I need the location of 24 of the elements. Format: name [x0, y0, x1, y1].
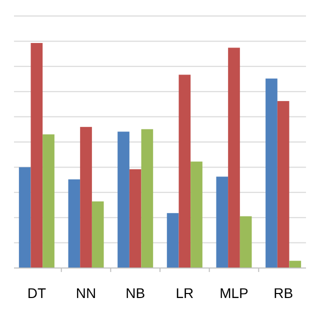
- bar: [228, 48, 240, 268]
- x-tick-label: NB: [126, 285, 146, 301]
- bar: [92, 201, 104, 268]
- bar: [42, 134, 54, 268]
- bar: [129, 169, 142, 268]
- bar: [80, 126, 92, 268]
- bar: [166, 213, 179, 268]
- bar: [68, 179, 80, 268]
- bar: [240, 216, 252, 268]
- bar: [190, 162, 202, 268]
- bar: [141, 129, 154, 268]
- bar: [216, 176, 228, 268]
- bar: [118, 132, 130, 268]
- bar: [266, 78, 278, 268]
- x-tick-label: RB: [274, 285, 294, 301]
- bar: [18, 167, 31, 268]
- x-tick-label: NN: [76, 285, 96, 301]
- x-tick-label: LR: [176, 285, 194, 301]
- bar: [277, 101, 290, 268]
- bar: [289, 260, 302, 268]
- x-tick-label: DT: [27, 285, 46, 301]
- bar: [30, 43, 43, 268]
- bar: [178, 74, 191, 268]
- x-tick-label: MLP: [220, 285, 248, 301]
